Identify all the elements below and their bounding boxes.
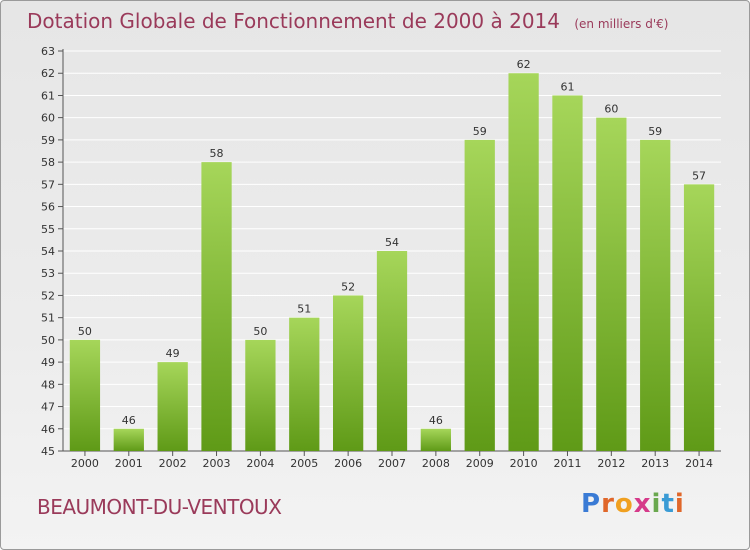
bar-2009 bbox=[464, 139, 495, 451]
bar-2006 bbox=[332, 295, 364, 451]
data-label: 60 bbox=[604, 103, 618, 116]
logo-letter: o bbox=[614, 489, 634, 519]
bar-2012 bbox=[596, 117, 627, 452]
bar-2004 bbox=[245, 339, 276, 451]
x-tick-label: 2005 bbox=[290, 457, 318, 470]
y-tick-label: 58 bbox=[41, 156, 55, 169]
commune-name: BEAUMONT-DU-VENTOUX bbox=[37, 495, 282, 519]
x-tick-label: 2012 bbox=[597, 457, 625, 470]
y-tick-label: 52 bbox=[41, 289, 55, 302]
bar-2000 bbox=[69, 339, 101, 451]
logo-letter: t bbox=[661, 489, 675, 519]
x-tick-label: 2009 bbox=[466, 457, 494, 470]
y-tick-label: 46 bbox=[41, 423, 55, 436]
y-tick-label: 51 bbox=[41, 312, 55, 325]
y-tick-label: 54 bbox=[41, 245, 55, 258]
bar-2008 bbox=[420, 428, 452, 451]
bar-2013 bbox=[640, 139, 671, 451]
y-tick-label: 63 bbox=[41, 45, 55, 58]
chart-title: Dotation Globale de Fonctionnement de 20… bbox=[27, 9, 668, 33]
x-tick-label: 2002 bbox=[159, 457, 187, 470]
logo-letter: r bbox=[601, 489, 615, 519]
y-tick-label: 57 bbox=[41, 178, 55, 191]
logo-letter: i bbox=[651, 489, 662, 519]
y-tick-label: 45 bbox=[41, 445, 55, 458]
data-label: 54 bbox=[385, 236, 399, 249]
logo-letter: x bbox=[633, 489, 652, 519]
data-label: 57 bbox=[692, 169, 706, 182]
logo-letter: i bbox=[674, 489, 685, 519]
y-tick-label: 61 bbox=[41, 89, 55, 102]
logo-letter: P bbox=[581, 489, 602, 519]
data-label: 46 bbox=[429, 414, 443, 427]
x-tick-label: 2010 bbox=[510, 457, 538, 470]
data-label: 49 bbox=[166, 347, 180, 360]
x-tick-label: 2008 bbox=[422, 457, 450, 470]
x-tick-label: 2014 bbox=[685, 457, 713, 470]
x-tick-label: 2011 bbox=[553, 457, 581, 470]
y-tick-label: 56 bbox=[41, 201, 55, 214]
y-tick-label: 55 bbox=[41, 223, 55, 236]
data-label: 59 bbox=[648, 125, 662, 138]
bar-2001 bbox=[113, 428, 144, 451]
chart-subtitle: (en milliers d'€) bbox=[574, 17, 669, 31]
data-label: 51 bbox=[297, 303, 311, 316]
y-tick-label: 47 bbox=[41, 401, 55, 414]
x-tick-label: 2000 bbox=[71, 457, 99, 470]
x-tick-label: 2003 bbox=[203, 457, 231, 470]
proxiti-logo: Proxiti bbox=[581, 489, 685, 519]
data-label: 62 bbox=[517, 58, 531, 71]
data-label: 58 bbox=[210, 147, 224, 160]
y-tick-label: 59 bbox=[41, 134, 55, 147]
bar-2002 bbox=[157, 362, 188, 451]
bar-2010 bbox=[508, 73, 539, 451]
data-label: 61 bbox=[560, 80, 574, 93]
bar-2003 bbox=[201, 162, 232, 451]
bar-2005 bbox=[289, 317, 320, 451]
x-tick-label: 2007 bbox=[378, 457, 406, 470]
x-tick-label: 2013 bbox=[641, 457, 669, 470]
data-label: 50 bbox=[253, 325, 267, 338]
data-label: 52 bbox=[341, 280, 355, 293]
chart-title-text: Dotation Globale de Fonctionnement de 20… bbox=[27, 9, 560, 33]
x-tick-label: 2006 bbox=[334, 457, 362, 470]
data-label: 46 bbox=[122, 414, 136, 427]
data-label: 59 bbox=[473, 125, 487, 138]
y-tick-label: 50 bbox=[41, 334, 55, 347]
x-tick-label: 2004 bbox=[246, 457, 274, 470]
bar-2011 bbox=[552, 95, 583, 451]
y-tick-label: 49 bbox=[41, 356, 55, 369]
bar-2007 bbox=[376, 251, 408, 451]
y-tick-label: 53 bbox=[41, 267, 55, 280]
y-tick-label: 48 bbox=[41, 378, 55, 391]
y-tick-label: 62 bbox=[41, 67, 55, 80]
y-tick-label: 60 bbox=[41, 112, 55, 125]
bar-2014 bbox=[683, 184, 715, 452]
data-label: 50 bbox=[78, 325, 92, 338]
x-tick-label: 2001 bbox=[115, 457, 143, 470]
